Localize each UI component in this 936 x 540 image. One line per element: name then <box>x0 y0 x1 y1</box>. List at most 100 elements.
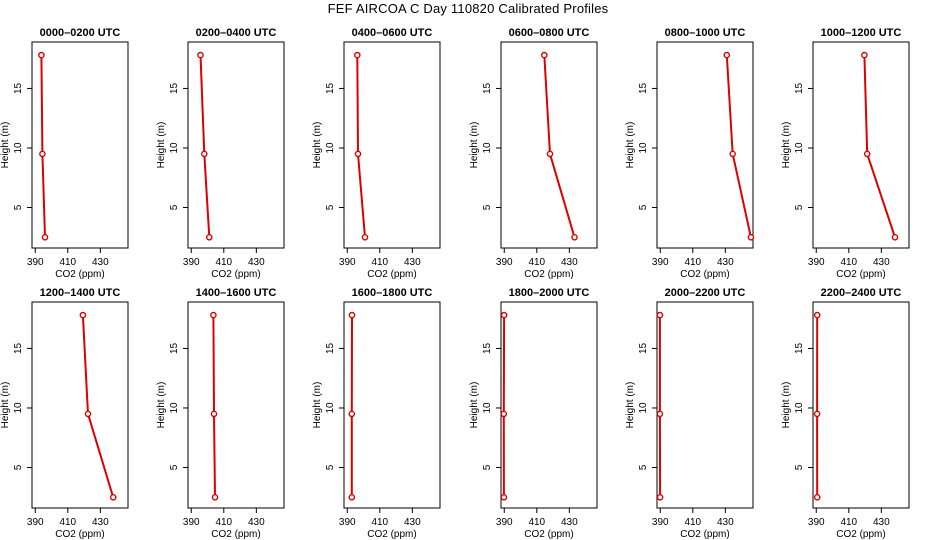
y-tick-label: 5 <box>169 204 180 210</box>
y-tick-label: 5 <box>325 204 336 210</box>
y-tick-label: 15 <box>325 342 336 354</box>
x-tick-label: 390 <box>808 257 825 268</box>
data-point <box>500 311 508 319</box>
x-axis-label: CO2 (ppm) <box>211 529 260 540</box>
panel-title: 1400–1600 UTC <box>196 287 277 299</box>
y-axis-label: Height (m) <box>469 382 480 429</box>
data-point <box>813 493 821 501</box>
y-axis-label: Height (m) <box>781 382 792 429</box>
x-axis-label: CO2 (ppm) <box>680 529 729 540</box>
data-point <box>348 311 356 319</box>
data-point <box>41 233 49 241</box>
x-tick-label: 430 <box>873 517 890 528</box>
data-point <box>205 233 213 241</box>
panel-title: 0600–0800 UTC <box>509 27 590 39</box>
y-axis-label: Height (m) <box>625 122 636 169</box>
y-axis-label: Height (m) <box>0 382 11 429</box>
y-tick-label: 10 <box>325 142 336 154</box>
x-tick-label: 410 <box>215 257 232 268</box>
x-tick-label: 410 <box>59 257 76 268</box>
x-tick-label: 430 <box>717 257 734 268</box>
data-point <box>571 233 578 241</box>
x-axis-label: CO2 (ppm) <box>836 269 885 280</box>
x-tick-label: 390 <box>496 517 513 528</box>
data-point <box>361 233 369 241</box>
y-tick-label: 10 <box>169 142 180 154</box>
x-axis-label: CO2 (ppm) <box>55 269 104 280</box>
panel-title: 1000–1200 UTC <box>821 27 902 39</box>
x-tick-label: 410 <box>371 257 388 268</box>
y-axis-label: Height (m) <box>625 382 636 429</box>
x-tick-label: 390 <box>183 517 200 528</box>
data-point <box>863 150 871 158</box>
y-tick-label: 15 <box>169 342 180 354</box>
panel-title: 1200–1400 UTC <box>40 287 121 299</box>
data-point <box>656 311 664 319</box>
profile-line <box>212 315 216 498</box>
y-tick-label: 10 <box>13 402 24 414</box>
x-tick-label: 430 <box>404 517 421 528</box>
x-tick-label: 430 <box>92 257 109 268</box>
data-point <box>210 410 218 418</box>
data-point <box>813 410 821 418</box>
data-point <box>729 150 737 158</box>
data-point <box>861 51 868 59</box>
y-tick-label: 5 <box>638 204 649 210</box>
data-point <box>656 410 664 418</box>
x-tick-label: 390 <box>27 257 44 268</box>
profile-line <box>356 55 366 238</box>
y-tick-label: 5 <box>325 464 336 470</box>
y-axis-label: Height (m) <box>781 122 792 169</box>
x-tick-label: 410 <box>840 257 857 268</box>
y-tick-label: 15 <box>794 342 805 354</box>
data-point <box>197 51 204 59</box>
profile-line <box>81 315 115 498</box>
x-tick-label: 430 <box>717 517 734 528</box>
profile-line <box>725 55 752 238</box>
panel-title: 1800–2000 UTC <box>509 287 590 299</box>
x-tick-label: 430 <box>248 517 265 528</box>
y-tick-label: 15 <box>169 82 180 94</box>
plot-frame <box>812 301 910 509</box>
plot-frame <box>343 41 441 249</box>
y-axis-label: Height (m) <box>469 122 480 169</box>
data-point <box>546 150 554 158</box>
x-tick-label: 410 <box>215 517 232 528</box>
plot-frame <box>343 301 441 509</box>
data-point <box>500 493 508 501</box>
x-tick-label: 430 <box>873 257 890 268</box>
plot-frame <box>31 301 129 509</box>
x-tick-label: 430 <box>404 257 421 268</box>
y-axis-label: Height (m) <box>312 382 323 429</box>
data-point <box>747 233 755 241</box>
x-tick-label: 390 <box>808 517 825 528</box>
y-tick-label: 15 <box>794 82 805 94</box>
data-point <box>39 150 46 158</box>
x-axis-label: CO2 (ppm) <box>680 269 729 280</box>
figure-title: FEF AIRCOA C Day 110820 Calibrated Profi… <box>327 1 609 16</box>
plot-frame <box>31 41 129 249</box>
x-tick-label: 410 <box>528 257 545 268</box>
plot-frame <box>812 41 910 249</box>
y-tick-label: 15 <box>482 82 493 94</box>
x-tick-label: 390 <box>652 517 669 528</box>
y-tick-label: 15 <box>638 342 649 354</box>
panel-title: 0400–0600 UTC <box>352 27 433 39</box>
panel-title: 0000–0200 UTC <box>40 27 121 39</box>
x-tick-label: 430 <box>561 517 578 528</box>
data-point <box>723 51 731 59</box>
x-tick-label: 410 <box>684 257 701 268</box>
panel-title: 2000–2200 UTC <box>665 287 746 299</box>
y-tick-label: 5 <box>13 464 24 470</box>
x-tick-label: 430 <box>92 517 109 528</box>
y-axis-label: Height (m) <box>0 122 11 169</box>
panel-title: 0200–0400 UTC <box>196 27 277 39</box>
